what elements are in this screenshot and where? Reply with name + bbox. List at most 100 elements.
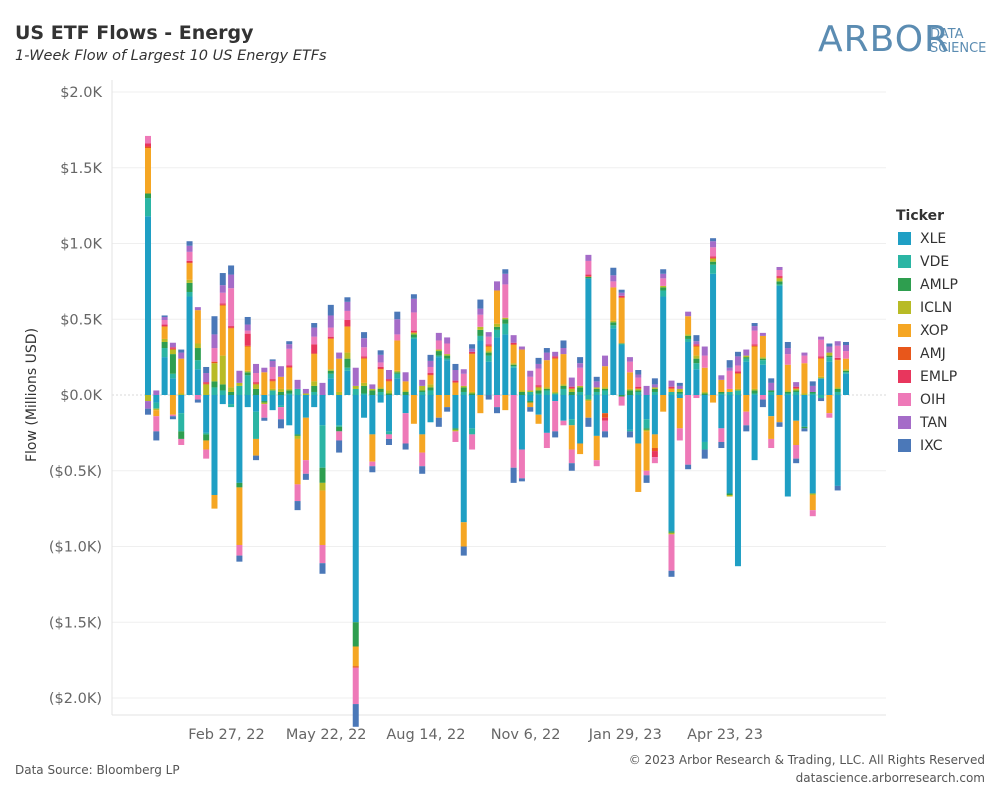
bar-segment-xle [743,361,750,395]
bar-segment-xle [277,395,284,406]
bar-segment-vde [394,373,401,379]
bar-segment-amj [228,327,235,329]
bar-segment-emlp [568,386,575,389]
bar-segment-tan [269,360,276,367]
bar-segment-oih [535,368,542,386]
bar-segment-xle [178,395,185,414]
bar-segment-xop [718,379,725,392]
bar-segment-oih [145,135,151,144]
legend-swatch [898,439,911,452]
bar-segment-oih [626,361,633,373]
bar-segment-icln [269,388,276,391]
bar-segment-xop [726,388,733,392]
bar-segment-vde [602,390,609,395]
bar-segment-ixc [768,378,775,383]
bar-segment-oih [444,343,451,355]
legend-label: TAN [920,415,948,431]
bar-segment-xle [651,395,658,435]
bar-segment-icln [145,395,151,402]
bar-segment-oih [269,366,276,380]
bar-segment-xop [734,373,741,389]
bar-segment-xop [826,395,833,414]
bar-segment-amj [145,146,151,149]
bar-segment-tan [228,274,235,289]
bar-segment-tan [485,332,492,337]
bar-segment-tan [427,360,434,367]
bar-segment-oih [618,396,625,406]
bar-segment-vde [228,404,235,408]
bar-segment-ixc [427,354,434,361]
bar-segment-tan [153,390,160,395]
bar-segment-xle [169,378,176,395]
bar-segment-xle [444,360,451,395]
bar-segment-vde [726,391,733,395]
bar-segment-amj [410,332,417,333]
bar-segment-amlp [228,391,235,395]
bar-segment-icln [385,390,392,394]
legend-swatch [898,278,911,291]
bar-segment-icln [485,351,492,353]
bar-segment-oih [809,510,816,517]
bar-segment-oih [518,449,525,479]
bar-segment-emlp [169,347,176,349]
bar-segment-ixc [311,323,318,328]
bar-segment-vde [809,393,816,395]
bar-segment-icln [543,387,550,389]
legend-label: VDE [920,254,950,270]
bar-segment-tan [510,335,517,343]
bar-segment-oih [277,407,284,420]
bar-segment-amlp [610,322,617,326]
bar-segment-emlp [693,344,700,346]
bar-segment-ixc [643,475,650,483]
bar-segment-amj [452,382,459,383]
bar-segment-xop [577,443,584,455]
bar-segment-icln [643,429,650,432]
bar-segment-tan [477,308,484,315]
bar-segment-vde [211,387,218,395]
bar-segment-vde [734,390,741,395]
legend-title: Ticker [896,208,944,224]
bar-segment-tan [593,381,600,388]
bar-segment-emlp [552,356,559,358]
bar-segment-oih [635,377,642,387]
bar-segment-tan [194,307,201,311]
bar-segment-icln [194,343,201,349]
bar-segment-amj [552,357,559,359]
bar-segment-vde [643,419,650,429]
bar-segment-ixc [253,455,260,461]
bar-segment-ixc [294,501,301,511]
bar-segment-emlp [145,143,151,147]
bar-segment-vde [535,393,542,395]
bar-segment-vde [577,391,584,395]
bar-segment-vde [668,391,675,395]
bar-segment-amj [776,277,783,279]
bar-segment-amj [352,666,359,668]
bar-segment-xop [710,395,717,403]
bar-segment-tan [726,367,733,371]
bar-segment-ixc [161,315,168,317]
bar-segment-amj [568,388,575,389]
bar-segment-amlp [219,384,226,391]
bar-segment-amlp [585,276,592,279]
bar-segment-vde [244,375,251,395]
bar-segment-xop [186,263,193,280]
bar-segment-amlp [668,531,675,533]
bar-segment-tan [444,337,451,344]
bar-segment-oih [419,452,426,467]
bar-segment-oih [203,449,210,459]
bar-segment-xop [701,367,708,392]
bar-segment-oih [843,351,849,359]
bar-segment-oih [211,348,218,362]
legend-label: AMLP [920,277,958,293]
bar-segment-amlp [435,351,442,356]
bar-segment-vde [585,395,592,400]
bar-segment-icln [527,390,534,392]
bar-segment-vde [718,393,725,395]
bar-segment-vde [743,358,750,362]
bar-segment-tan [419,379,426,386]
bar-segment-tan [261,367,268,373]
bar-segment-amj [834,359,841,361]
bar-segment-tan [784,348,791,355]
bar-segment-ixc [784,341,791,349]
bar-segment-tan [435,332,442,341]
